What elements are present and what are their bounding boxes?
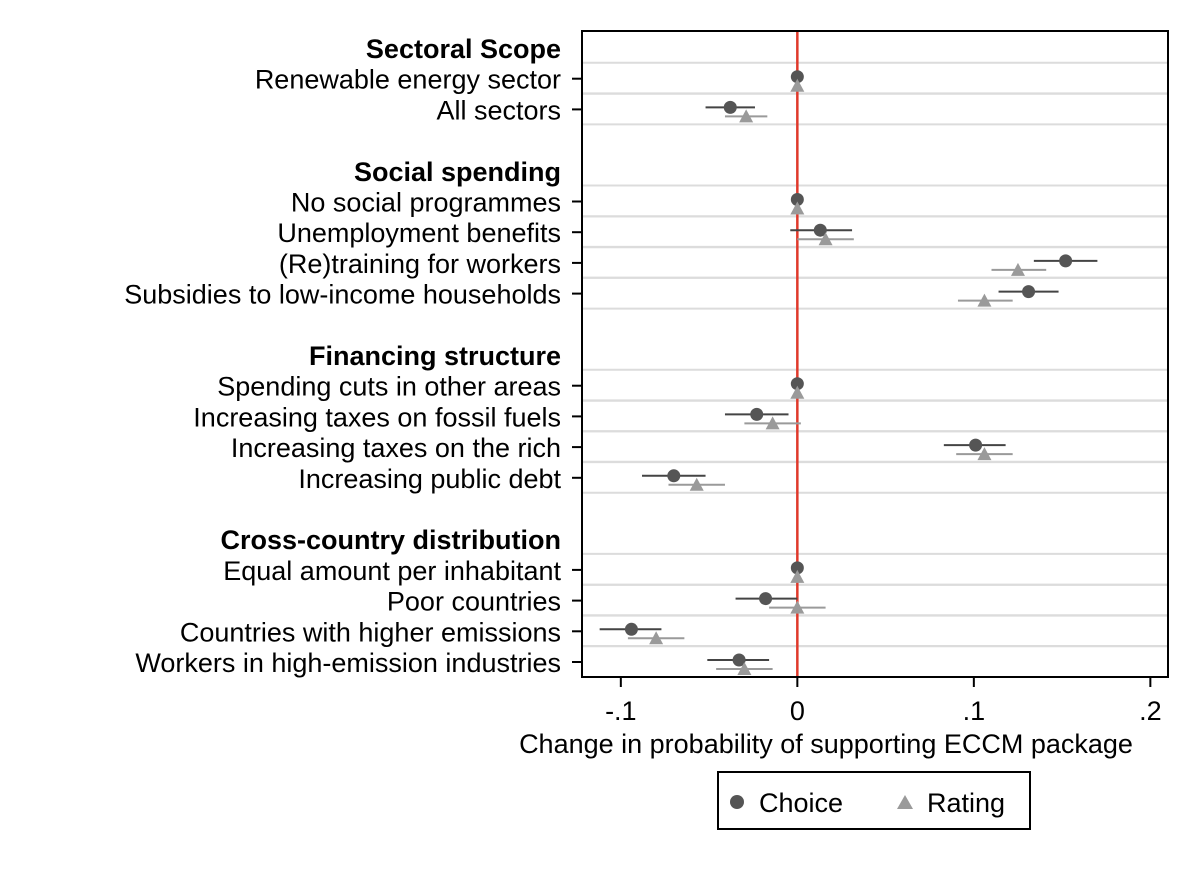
category-label: Increasing taxes on the rich [231,433,561,463]
category-label: (Re)training for workers [279,249,561,279]
legend-rating-label: Rating [927,788,1005,818]
rating-point [977,447,992,461]
x-axis-title: Change in probability of supporting ECCM… [519,729,1133,759]
category-label: Workers in high-emission industries [135,648,561,678]
rating-point [790,569,805,583]
choice-point [790,70,804,84]
category-label: All sectors [436,95,561,125]
choice-point [624,622,638,636]
x-tick-label: .2 [1139,696,1162,726]
data-points [599,70,1098,675]
rating-point [765,416,780,430]
choice-point [790,377,804,391]
legend-choice-marker [730,795,744,809]
group-label: Sectoral Scope [366,34,561,64]
x-tick-label: -.1 [605,696,637,726]
rating-point [790,78,805,92]
rating-point [790,201,805,215]
choice-point [1059,254,1073,268]
choice-point [759,592,773,606]
category-label: Spending cuts in other areas [217,372,561,402]
choice-point [790,193,804,206]
plot-frame [581,30,1169,678]
choice-point [813,223,827,237]
legend-rating-marker [897,795,913,809]
x-tick-label: 0 [790,696,805,726]
legend-box [717,771,1031,830]
rating-point [737,662,752,675]
choice-point [750,407,764,421]
choice-point [667,469,681,483]
category-label: Increasing taxes on fossil fuels [193,402,561,432]
rating-point [739,109,754,123]
category-label: Poor countries [387,587,561,617]
category-label: Increasing public debt [298,464,561,494]
rating-point [818,232,833,246]
choice-point [969,438,983,452]
y-ticks [572,77,582,663]
rating-point [790,600,805,614]
category-label: No social programmes [291,188,561,218]
category-label: Unemployment benefits [277,218,561,248]
category-label: Countries with higher emissions [180,617,561,647]
legend: Choice Rating [717,771,1031,830]
choice-point [723,100,737,114]
group-label: Financing structure [309,341,561,371]
group-label: Cross-country distribution [220,525,561,555]
rating-point [649,631,664,645]
category-label: Equal amount per inhabitant [223,556,561,586]
rating-point [977,293,992,307]
rating-point [790,385,805,399]
choice-point [732,653,746,667]
choice-point [790,561,804,575]
rating-point [1010,262,1025,276]
group-label: Social spending [354,157,561,187]
category-label: Subsidies to low-income households [124,280,561,310]
rating-point [689,477,704,491]
grid-lines [582,61,1168,678]
x-tick-label: .1 [963,696,986,726]
choice-point [1022,285,1036,299]
x-axis: -.1 0 .1 .2 [605,677,1162,726]
category-label: Renewable energy sector [255,65,561,95]
legend-choice-label: Choice [759,788,843,818]
